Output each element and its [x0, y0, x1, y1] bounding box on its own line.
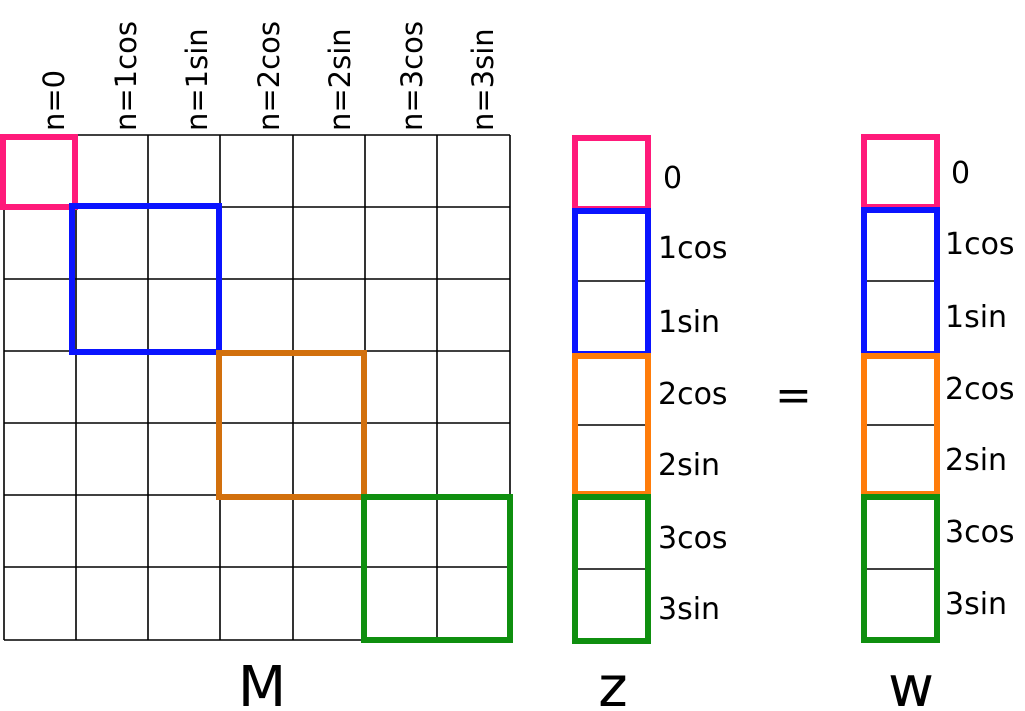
vector-z-block-n0	[572, 135, 651, 212]
column-label-n3sin: n=3sin	[466, 28, 500, 131]
matrix-block-n0	[0, 134, 78, 210]
vector-z-block-n1	[572, 208, 651, 357]
column-label-n1cos: n=1cos	[109, 21, 143, 131]
column-label-n1sin: n=1sin	[180, 28, 214, 131]
vector-w-block-n1	[861, 207, 940, 357]
w-row-label-0: 0	[951, 156, 970, 191]
matrix-block-n3	[361, 494, 513, 643]
matrix-m-blocks	[0, 134, 513, 643]
w-row-label-1cos: 1cos	[945, 227, 1015, 262]
column-label-n3cos: n=3cos	[395, 21, 429, 131]
column-label-n0: n=0	[37, 70, 71, 131]
vector-w: 0 1cos 1sin 2cos 2sin 3cos 3sin	[861, 134, 1015, 643]
w-row-label-3cos: 3cos	[945, 515, 1015, 550]
matrix-name-label: M	[238, 655, 286, 711]
vector-z-block-n3	[572, 494, 651, 644]
vector-w-block-n0	[861, 134, 940, 210]
vector-w-row-labels: 0 1cos 1sin 2cos 2sin 3cos 3sin	[945, 156, 1015, 622]
z-row-label-0: 0	[663, 161, 682, 196]
w-row-label-2cos: 2cos	[945, 372, 1015, 407]
z-row-label-1cos: 1cos	[658, 231, 728, 266]
w-row-label-1sin: 1sin	[945, 300, 1007, 335]
equals-sign: =	[775, 370, 812, 421]
column-label-n2cos: n=2cos	[252, 21, 286, 131]
z-row-label-2sin: 2sin	[658, 448, 720, 483]
w-row-label-3sin: 3sin	[945, 587, 1007, 622]
z-row-label-2cos: 2cos	[658, 377, 728, 412]
matrix-column-labels: n=0 n=1cos n=1sin n=2cos n=2sin n=3cos n…	[37, 21, 500, 131]
column-label-n2sin: n=2sin	[323, 28, 357, 131]
z-row-label-3sin: 3sin	[658, 592, 720, 627]
z-row-label-1sin: 1sin	[658, 305, 720, 340]
w-row-label-2sin: 2sin	[945, 443, 1007, 478]
vector-z-name-label: z	[598, 655, 627, 711]
vector-z: 0 1cos 1sin 2cos 2sin 3cos 3sin	[572, 135, 728, 644]
matrix-block-n2	[216, 350, 367, 500]
vector-w-name-label: w	[888, 655, 934, 711]
vector-w-block-n3	[861, 494, 940, 643]
z-row-label-3cos: 3cos	[658, 521, 728, 556]
matrix-block-n1	[69, 203, 222, 355]
matrix-m-grid	[3, 134, 511, 641]
vector-z-row-labels: 0 1cos 1sin 2cos 2sin 3cos 3sin	[658, 161, 728, 627]
